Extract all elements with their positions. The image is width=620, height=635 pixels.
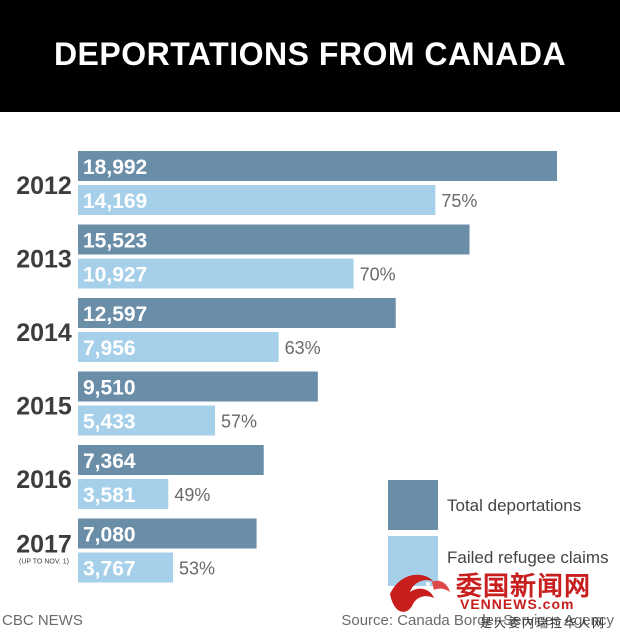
percent-label: 49%	[174, 485, 210, 505]
credit-text: CBC NEWS	[2, 612, 83, 629]
failed-claims-bar	[78, 332, 279, 362]
failed-claims-bar	[78, 405, 216, 436]
total-deportations-bar	[78, 224, 470, 255]
legend-label-failed: Failed refugee claims	[447, 548, 609, 567]
year-label: 2016	[16, 466, 72, 494]
total-deportations-bar	[78, 371, 318, 402]
year-label: 2015	[16, 393, 72, 421]
percent-label: 70%	[360, 265, 396, 285]
failed-claims-bar	[78, 185, 436, 215]
failed-value-label: 5,433	[83, 411, 136, 434]
failed-value-label: 3,767	[83, 558, 136, 581]
failed-value-label: 10,927	[83, 264, 147, 287]
total-deportations-bar	[78, 298, 396, 328]
total-deportations-bar	[78, 518, 257, 549]
legend-label-total: Total deportations	[447, 496, 581, 515]
year-label: 2013	[16, 246, 72, 274]
failed-claims-bar	[78, 258, 354, 289]
percent-label: 63%	[285, 338, 321, 358]
year-label: 2014	[16, 319, 72, 347]
total-value-label: 7,364	[83, 450, 136, 473]
total-value-label: 9,510	[83, 377, 136, 400]
total-value-label: 18,992	[83, 156, 147, 179]
total-deportations-bar	[78, 151, 557, 181]
year-note: (UP TO NOV. 1)	[19, 559, 69, 566]
total-deportations-bar	[78, 445, 264, 475]
year-label: 2012	[16, 172, 72, 200]
failed-claims-bar	[78, 552, 174, 583]
total-value-label: 12,597	[83, 303, 147, 326]
percent-label: 53%	[179, 559, 215, 579]
header-banner: DEPORTATIONS FROM CANADA	[0, 0, 620, 112]
total-value-label: 7,080	[83, 524, 136, 547]
legend-swatch-failed	[388, 536, 438, 586]
percent-label: 75%	[441, 191, 477, 211]
percent-label: 57%	[221, 412, 257, 432]
failed-value-label: 7,956	[83, 337, 136, 360]
total-value-label: 15,523	[83, 230, 147, 253]
chart-title: DEPORTATIONS FROM CANADA	[53, 36, 567, 72]
bar-chart: 2012 18,992 14,169 75% 2013 15,523 10,927 70% 20…	[16, 151, 609, 586]
failed-value-label: 3,581	[83, 484, 136, 507]
legend-swatch-total	[388, 480, 438, 530]
failed-claims-bar	[78, 479, 169, 509]
source-text: Source: Canada Border Services Agency	[341, 612, 614, 629]
year-label: 2017	[16, 531, 72, 559]
failed-value-label: 14,169	[83, 190, 147, 213]
